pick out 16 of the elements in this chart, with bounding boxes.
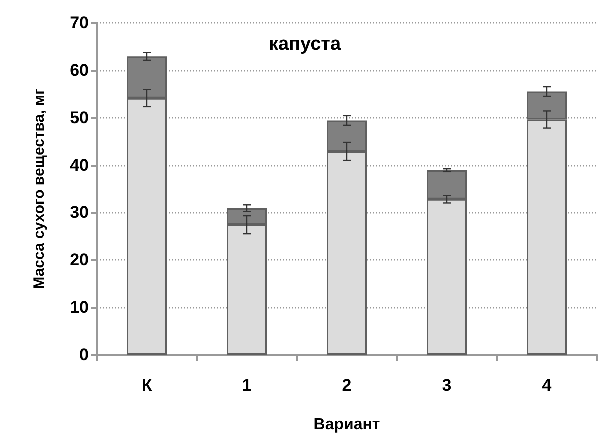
y-tick-label: 60 — [70, 60, 89, 80]
y-tick-label: 70 — [70, 14, 89, 32]
x-tick-label: 2 — [342, 376, 352, 395]
x-tick-label: 3 — [442, 376, 452, 395]
y-tick-label: 0 — [80, 346, 89, 364]
x-tick-label: К — [142, 376, 153, 395]
y-axis-title: Масса сухого вещества, мг — [31, 88, 48, 290]
text: капуста — [268, 34, 342, 55]
x-axis-title: Вариант — [314, 416, 380, 434]
x-tick-label: 4 — [542, 376, 552, 395]
y-tick-label: 10 — [70, 298, 89, 318]
x-tick-label: 1 — [242, 376, 252, 395]
y-tick-label: 20 — [70, 250, 89, 270]
y-tick-label: 40 — [70, 156, 89, 175]
y-tick-label: 30 — [70, 203, 89, 222]
y-tick-label: 50 — [70, 108, 89, 128]
